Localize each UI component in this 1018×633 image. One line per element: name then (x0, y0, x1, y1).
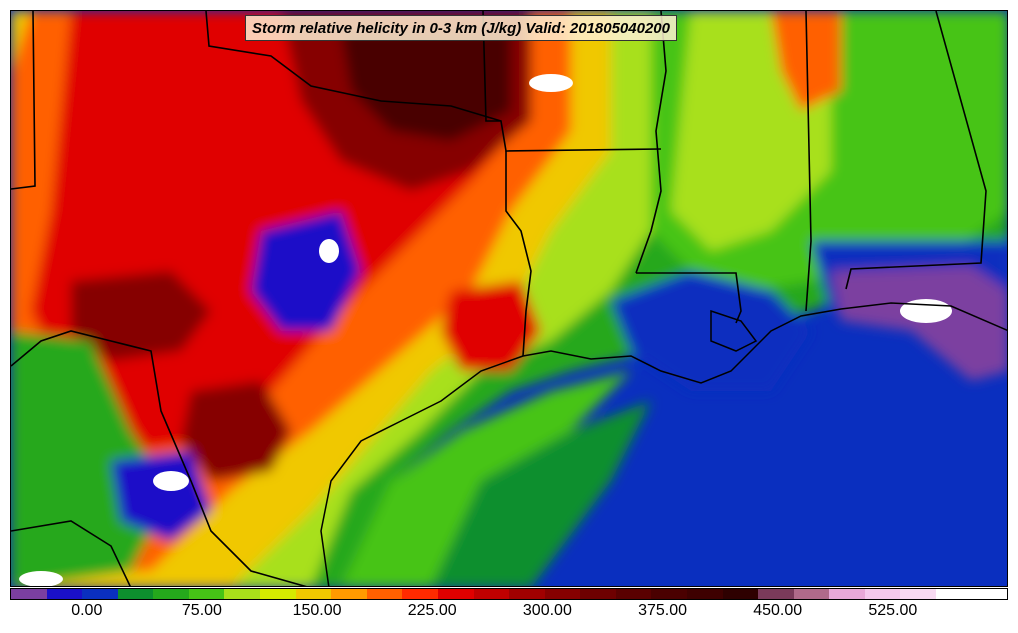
colorbar-swatch (864, 589, 901, 599)
colorbar-swatch (153, 589, 189, 599)
colorbar-swatch (686, 589, 723, 599)
colorbar-swatch (615, 589, 652, 599)
helicity-field-map (11, 11, 1007, 586)
colorbar-swatch (544, 589, 581, 599)
max-helicity-spot (529, 74, 573, 92)
colorbar-swatch (971, 589, 1008, 599)
max-helicity-spot (19, 571, 63, 586)
colorbar-swatch (900, 589, 937, 599)
map-panel (10, 10, 1008, 587)
map-title: Storm relative helicity in 0-3 km (J/kg)… (245, 15, 677, 41)
coastline (320, 302, 1007, 586)
colorbar-tick-label: 225.00 (407, 602, 457, 619)
colorbar-swatch (260, 589, 296, 599)
colorbar-swatch (117, 589, 154, 599)
colorbar-swatch (11, 589, 47, 599)
colorbar-swatch (793, 589, 830, 599)
colorbar-tick-label: 75.00 (181, 602, 222, 619)
max-helicity-spot (900, 299, 952, 323)
max-helicity-spot (319, 239, 339, 263)
colorbar-swatch (188, 589, 225, 599)
colorbar-swatch (651, 589, 687, 599)
max-helicity-spot (153, 471, 189, 491)
colorbar-swatch (402, 589, 438, 599)
colorbar-tick-label: 450.00 (753, 602, 803, 619)
colorbar-tick-labels: 0.00 75.00 150.00 225.00 300.00 375.00 450.00 5… (10, 602, 1008, 624)
colorbar-swatch (509, 589, 545, 599)
colorbar-swatch (437, 589, 474, 599)
colorbar-swatch (295, 589, 332, 599)
colorbar-swatch (366, 589, 403, 599)
colorbar-tick-label: 300.00 (522, 602, 572, 619)
colorbar-swatch (331, 589, 367, 599)
colorbar-swatch (473, 589, 510, 599)
helicity-contours (11, 11, 1007, 586)
colorbar-tick-label: 525.00 (868, 602, 918, 619)
colorbar-swatch (580, 589, 616, 599)
colorbar-swatch (46, 589, 83, 599)
colorbar-swatch (758, 589, 794, 599)
colorbar-tick-label: 150.00 (292, 602, 342, 619)
colorbar (10, 588, 1008, 600)
colorbar-tick-label: 0.00 (71, 602, 103, 619)
colorbar-swatch (82, 589, 118, 599)
state-borders (11, 11, 987, 586)
colorbar-swatch (722, 589, 759, 599)
colorbar-swatch (829, 589, 865, 599)
colorbar-swatch (936, 589, 972, 599)
colorbar-tick-label: 375.00 (638, 602, 687, 619)
colorbar-swatch (224, 589, 261, 599)
